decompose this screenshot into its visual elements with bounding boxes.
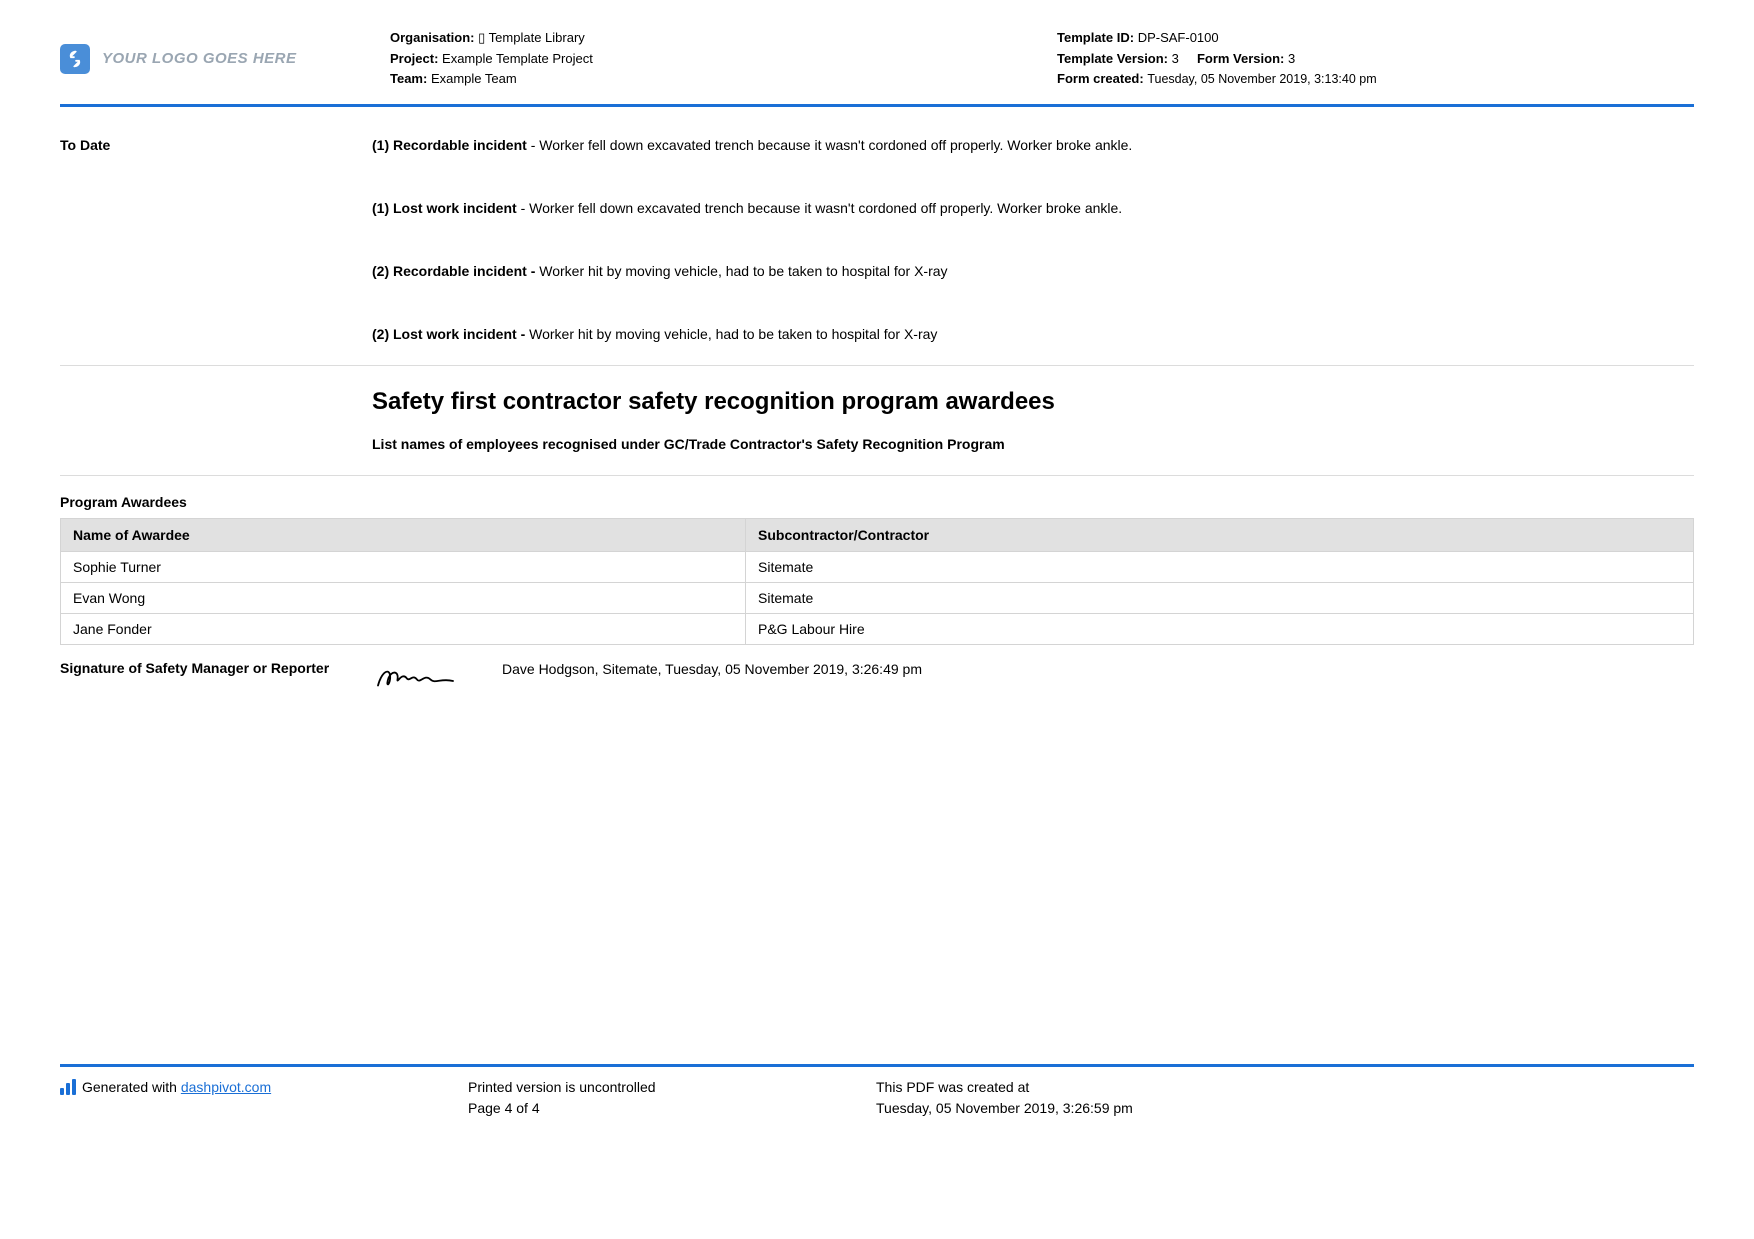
- form-version-value: 3: [1288, 51, 1295, 66]
- generated-with-text: Generated with: [82, 1079, 181, 1095]
- logo-block: YOUR LOGO GOES HERE: [60, 28, 360, 90]
- signature-row: Signature of Safety Manager or Reporter …: [60, 659, 1694, 698]
- team-value: Example Team: [431, 71, 517, 86]
- uncontrolled-text: Printed version is uncontrolled: [468, 1077, 876, 1098]
- table-row: Sophie TurnerSitemate: [61, 551, 1694, 582]
- footer-divider: [60, 1064, 1694, 1067]
- form-created-label: Form created:: [1057, 71, 1144, 86]
- form-created-value: Tuesday, 05 November 2019, 3:13:40 pm: [1147, 72, 1376, 86]
- table-cell: Sitemate: [746, 551, 1694, 582]
- table-cell: Sitemate: [746, 582, 1694, 613]
- header-meta-left: Organisation: ▯ Template Library Project…: [390, 28, 1027, 90]
- project-value: Example Template Project: [442, 51, 593, 66]
- team-label: Team:: [390, 71, 427, 86]
- table-cell: Sophie Turner: [61, 551, 746, 582]
- template-version-value: 3: [1172, 51, 1179, 66]
- page-number: Page 4 of 4: [468, 1098, 876, 1119]
- incident-title: (2) Recordable incident -: [372, 263, 535, 279]
- signature-image: [372, 659, 502, 698]
- to-date-section: To Date (1) Recordable incident - Worker…: [60, 135, 1694, 345]
- table-cell: Evan Wong: [61, 582, 746, 613]
- table-row: Jane FonderP&G Labour Hire: [61, 613, 1694, 644]
- section-divider: [60, 365, 1694, 366]
- signature-icon: [372, 663, 462, 693]
- page-header: YOUR LOGO GOES HERE Organisation: ▯ Temp…: [60, 28, 1694, 100]
- incident-item: (1) Recordable incident - Worker fell do…: [372, 135, 1694, 156]
- table-cell: Jane Fonder: [61, 613, 746, 644]
- template-id-label: Template ID:: [1057, 30, 1134, 45]
- incident-title: (1) Recordable incident: [372, 137, 527, 153]
- table-header-cell: Subcontractor/Contractor: [746, 518, 1694, 551]
- section-title: Safety first contractor safety recogniti…: [372, 384, 1694, 420]
- table-caption: Program Awardees: [60, 494, 1694, 510]
- incident-title: (1) Lost work incident: [372, 200, 517, 216]
- signature-text: Dave Hodgson, Sitemate, Tuesday, 05 Nove…: [502, 659, 1694, 698]
- incidents-list: (1) Recordable incident - Worker fell do…: [372, 135, 1694, 345]
- dashpivot-link[interactable]: dashpivot.com: [181, 1079, 271, 1095]
- form-version-label: Form Version:: [1197, 51, 1284, 66]
- org-label: Organisation:: [390, 30, 475, 45]
- pdf-created-label: This PDF was created at: [876, 1077, 1694, 1098]
- to-date-label: To Date: [60, 135, 372, 345]
- incident-item: (1) Lost work incident - Worker fell dow…: [372, 198, 1694, 219]
- incident-item: (2) Recordable incident - Worker hit by …: [372, 261, 1694, 282]
- logo-icon: [60, 44, 90, 74]
- table-row: Evan WongSitemate: [61, 582, 1694, 613]
- incident-item: (2) Lost work incident - Worker hit by m…: [372, 324, 1694, 345]
- incident-title: (2) Lost work incident -: [372, 326, 525, 342]
- section-subtitle: List names of employees recognised under…: [372, 434, 1694, 455]
- table-header-cell: Name of Awardee: [61, 518, 746, 551]
- logo-svg-icon: [64, 48, 86, 70]
- bar-chart-icon: [60, 1079, 76, 1095]
- project-label: Project:: [390, 51, 438, 66]
- awardees-table: Name of AwardeeSubcontractor/Contractor …: [60, 518, 1694, 645]
- table-cell: P&G Labour Hire: [746, 613, 1694, 644]
- org-value: ▯ Template Library: [478, 30, 585, 45]
- pdf-created-value: Tuesday, 05 November 2019, 3:26:59 pm: [876, 1098, 1694, 1119]
- template-id-value: DP-SAF-0100: [1138, 30, 1219, 45]
- header-meta-right: Template ID: DP-SAF-0100 Template Versio…: [1057, 28, 1694, 90]
- section-divider-2: [60, 475, 1694, 476]
- page-footer: Generated with dashpivot.com Printed ver…: [60, 1064, 1694, 1119]
- logo-placeholder-text: YOUR LOGO GOES HERE: [102, 50, 297, 67]
- signature-label: Signature of Safety Manager or Reporter: [60, 659, 372, 698]
- template-version-label: Template Version:: [1057, 51, 1168, 66]
